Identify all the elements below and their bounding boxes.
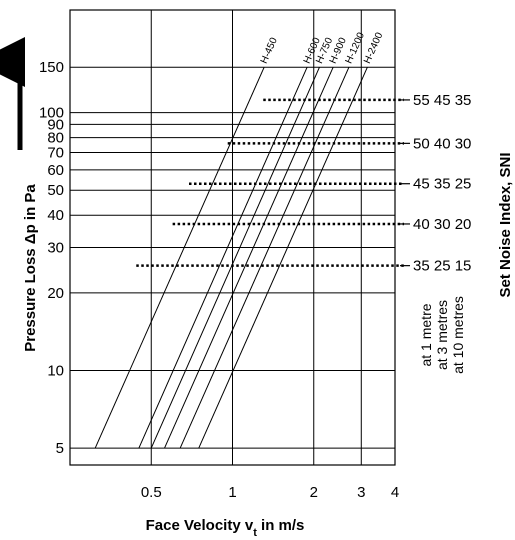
y-tick-label: 60 (47, 162, 64, 179)
y-tick-label: 70 (47, 145, 64, 162)
grid (70, 10, 396, 465)
x-axis-label: Face Velocity vt in m/s (146, 517, 305, 539)
y-tick-label: 150 (39, 59, 64, 76)
x-tick-label: 1 (228, 484, 236, 501)
noise-level-label: 40 30 20 (413, 216, 471, 233)
distance-label: at 1 metre (418, 303, 434, 366)
y-tick-label: 10 (47, 362, 64, 379)
series-line (138, 67, 308, 449)
series-label: H-450 (259, 36, 280, 66)
x-tick-label: 2 (310, 484, 318, 501)
series-line (198, 67, 368, 449)
x-tick-label: 3 (357, 484, 365, 501)
y-axis-label: Pressure Loss Δp in Pa (22, 184, 39, 352)
distance-label: at 3 metres (434, 300, 450, 370)
series-line (164, 67, 334, 449)
noise-levels: 55 45 35 50 40 30 45 35 25 40 30 20 35 25 15 (136, 92, 471, 275)
y-tick-label: 100 (39, 105, 64, 122)
series-line (94, 67, 265, 449)
series-line (150, 67, 320, 449)
noise-level-label: 50 40 30 (413, 135, 471, 152)
x-tick-label: 0.5 (141, 484, 162, 501)
noise-level-label: 55 45 35 (413, 92, 471, 109)
y-tick-label: 50 (47, 182, 64, 199)
y-tick-label: 90 (47, 116, 64, 133)
axis-labels: Face Velocity vt in m/s Pressure Loss Δp … (22, 152, 514, 539)
distance-label: at 10 metres (450, 296, 466, 374)
y-tick-label: 20 (47, 285, 64, 302)
right-axis-label: Set Noise Index, SNI (497, 152, 514, 297)
y-tick-label: 80 (47, 130, 64, 147)
y-tick-label: 30 (47, 239, 64, 256)
noise-level-label: 45 35 25 (413, 176, 471, 193)
noise-level-label: 35 25 15 (413, 258, 471, 275)
y-tick-label: 5 (56, 440, 64, 457)
series-line (179, 67, 350, 449)
x-tick-label: 4 (391, 484, 399, 501)
y-tick-label: 40 (47, 207, 64, 224)
